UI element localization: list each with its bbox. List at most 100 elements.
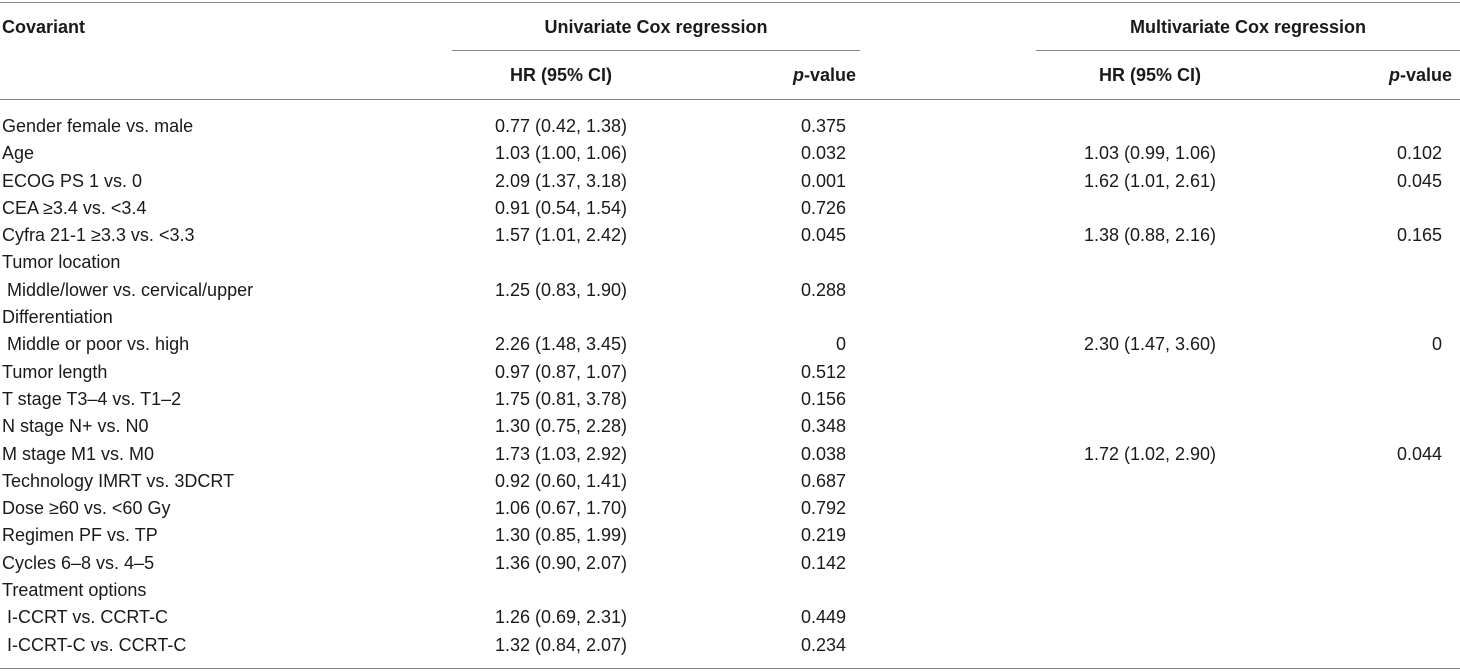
univariate-hr-cell: 0.77 (0.42, 1.38) [494, 116, 628, 136]
table-row: Tumor length 0.97 (0.87, 1.07) 0.512 [0, 359, 1460, 386]
table-row: M stage M1 vs. M0 1.73 (1.03, 2.92) 0.038 1… [0, 441, 1460, 468]
table-bottom-rule [0, 668, 1460, 669]
table-row: Age 1.03 (1.00, 1.06) 0.032 1.03 (0.99, 1.0… [0, 140, 1460, 167]
multivariate-hr-cell: 1.38 (0.88, 2.16) [1083, 225, 1217, 246]
table-row: CEA ≥3.4 vs. <3.4 0.91 (0.54, 1.54) 0.726 [0, 195, 1460, 222]
covariant-cell: Differentiation [2, 307, 113, 328]
covariant-cell: Cyfra 21-1 ≥3.3 vs. <3.3 [2, 225, 195, 246]
univariate-p-cell: 0.156 [800, 388, 846, 409]
multivariate-hr-cell: 2.30 (1.47, 3.60) [1083, 334, 1217, 355]
univariate-p-cell: 0.512 [800, 361, 846, 382]
header-univariate: Univariate Cox regression [544, 17, 768, 37]
covariant-cell: Dose ≥60 vs. <60 Gy [2, 498, 171, 519]
univariate-hr-cell: 1.36 (0.90, 2.07) [494, 552, 628, 573]
table-row: Regimen PF vs. TP 1.30 (0.85, 1.99) 0.219 [0, 522, 1460, 549]
covariant-cell: ECOG PS 1 vs. 0 [2, 170, 143, 191]
univariate-hr-cell: 1.32 (0.84, 2.07) [494, 634, 628, 655]
univariate-hr-cell: 0.92 (0.60, 1.41) [494, 470, 628, 491]
multivariate-hr-cell: 1.72 (1.02, 2.90) [1083, 443, 1217, 464]
table-row: Tumor location [0, 249, 1460, 276]
univariate-p-cell: 0.219 [800, 525, 846, 546]
table-row: Cycles 6–8 vs. 4–5 1.36 (0.90, 2.07) 0.142 [0, 550, 1460, 577]
covariant-cell: Technology IMRT vs. 3DCRT [2, 470, 235, 491]
univariate-hr-cell: 0.97 (0.87, 1.07) [494, 361, 628, 382]
univariate-p-cell: 0.001 [800, 170, 846, 191]
covariant-cell: T stage T3–4 vs. T1–2 [2, 388, 182, 409]
univariate-group-rule [452, 50, 860, 51]
covariant-cell: CEA ≥3.4 vs. <3.4 [2, 197, 147, 218]
table-row: Differentiation [0, 304, 1460, 331]
header-multivariate-p-value: p-value [1350, 64, 1452, 86]
univariate-hr-cell: 1.75 (0.81, 3.78) [494, 388, 628, 409]
table-row: Technology IMRT vs. 3DCRT 0.92 (0.60, 1.4… [0, 468, 1460, 495]
univariate-p-cell: 0.045 [800, 225, 846, 246]
covariant-cell: Treatment options [2, 580, 147, 601]
covariant-cell: N stage N+ vs. N0 [2, 416, 149, 437]
univariate-p-cell: 0.792 [800, 498, 846, 519]
univariate-hr-cell: 1.06 (0.67, 1.70) [494, 498, 628, 519]
covariant-cell: Cycles 6–8 vs. 4–5 [2, 552, 155, 573]
univariate-hr-cell: 1.25 (0.83, 1.90) [494, 279, 628, 300]
univariate-p-cell: 0.288 [800, 279, 846, 300]
table-row: ECOG PS 1 vs. 0 2.09 (1.37, 3.18) 0.001 1.6… [0, 168, 1460, 195]
univariate-p-cell: 0.348 [800, 416, 846, 437]
multivariate-hr-cell: 1.03 (0.99, 1.06) [1083, 143, 1217, 164]
univariate-p-cell: 0.687 [800, 470, 846, 491]
univariate-p-cell: 0 [835, 334, 846, 355]
covariant-cell: Regimen PF vs. TP [2, 525, 158, 546]
p-italic: p [1388, 65, 1400, 85]
univariate-hr-cell: 1.30 (0.85, 1.99) [494, 525, 628, 546]
table-row: T stage T3–4 vs. T1–2 1.75 (0.81, 3.78) 0.… [0, 386, 1460, 413]
table-row: Dose ≥60 vs. <60 Gy 1.06 (0.67, 1.70) 0.79… [0, 495, 1460, 522]
multivariate-p-cell: 0.045 [1396, 170, 1442, 191]
header-multivariate: Multivariate Cox regression [1129, 17, 1367, 37]
table-row: I-CCRT-C vs. CCRT-C 1.32 (0.84, 2.07) 0.23… [0, 632, 1460, 659]
univariate-hr-cell: 0.91 (0.54, 1.54) [494, 197, 628, 218]
univariate-hr-cell: 1.26 (0.69, 2.31) [494, 607, 628, 628]
table-row: Middle/lower vs. cervical/upper 1.25 (0.8… [0, 277, 1460, 304]
p-suffix: -value [1399, 65, 1452, 85]
header-bottom-rule [0, 99, 1460, 100]
table-row: Cyfra 21-1 ≥3.3 vs. <3.3 1.57 (1.01, 2.42… [0, 222, 1460, 249]
table-row: Gender female vs. male 0.77 (0.42, 1.38) 0… [0, 113, 1460, 140]
multivariate-p-cell: 0 [1431, 334, 1442, 355]
univariate-p-cell: 0.032 [800, 143, 846, 164]
univariate-hr-cell: 1.57 (1.01, 2.42) [494, 225, 628, 246]
table-row: Middle or poor vs. high 2.26 (1.48, 3.45)… [0, 331, 1460, 358]
univariate-p-cell: 0.726 [800, 197, 846, 218]
covariant-cell: Tumor length [2, 361, 108, 382]
univariate-hr-cell: 2.09 (1.37, 3.18) [494, 170, 628, 191]
covariant-cell: Tumor location [2, 252, 121, 273]
p-italic: p [792, 65, 804, 85]
table-body: Gender female vs. male 0.77 (0.42, 1.38) 0… [0, 113, 1460, 659]
header-multivariate-hr: HR (95% CI) [1098, 65, 1201, 85]
covariant-cell: Gender female vs. male [2, 116, 194, 136]
univariate-p-cell: 0.142 [800, 552, 846, 573]
multivariate-p-cell: 0.165 [1396, 225, 1442, 246]
covariant-cell: I-CCRT vs. CCRT-C [2, 607, 169, 628]
multivariate-p-cell: 0.044 [1396, 443, 1442, 464]
univariate-p-cell: 0.234 [800, 634, 846, 655]
table-row: I-CCRT vs. CCRT-C 1.26 (0.69, 2.31) 0.449 [0, 604, 1460, 631]
header-covariant: Covariant [2, 17, 86, 37]
univariate-hr-cell: 2.26 (1.48, 3.45) [494, 334, 628, 355]
covariant-cell: M stage M1 vs. M0 [2, 443, 155, 464]
univariate-hr-cell: 1.03 (1.00, 1.06) [494, 143, 628, 164]
univariate-p-cell: 0.375 [800, 116, 846, 136]
multivariate-hr-cell: 1.62 (1.01, 2.61) [1083, 170, 1217, 191]
univariate-hr-cell: 1.73 (1.03, 2.92) [494, 443, 628, 464]
covariant-cell: Age [2, 143, 35, 164]
univariate-p-cell: 0.038 [800, 443, 846, 464]
header-univariate-p-value: p-value [760, 64, 856, 86]
table-top-rule [0, 2, 1460, 3]
multivariate-p-cell: 0.102 [1396, 143, 1442, 164]
covariant-cell: Middle or poor vs. high [2, 334, 190, 355]
table-row: Treatment options [0, 577, 1460, 604]
multivariate-group-rule [1036, 50, 1460, 51]
covariant-cell: I-CCRT-C vs. CCRT-C [2, 634, 187, 655]
header-univariate-hr: HR (95% CI) [509, 65, 612, 85]
table-row: N stage N+ vs. N0 1.30 (0.75, 2.28) 0.348 [0, 413, 1460, 440]
univariate-hr-cell: 1.30 (0.75, 2.28) [494, 416, 628, 437]
univariate-p-cell: 0.449 [800, 607, 846, 628]
p-suffix: -value [803, 65, 856, 85]
